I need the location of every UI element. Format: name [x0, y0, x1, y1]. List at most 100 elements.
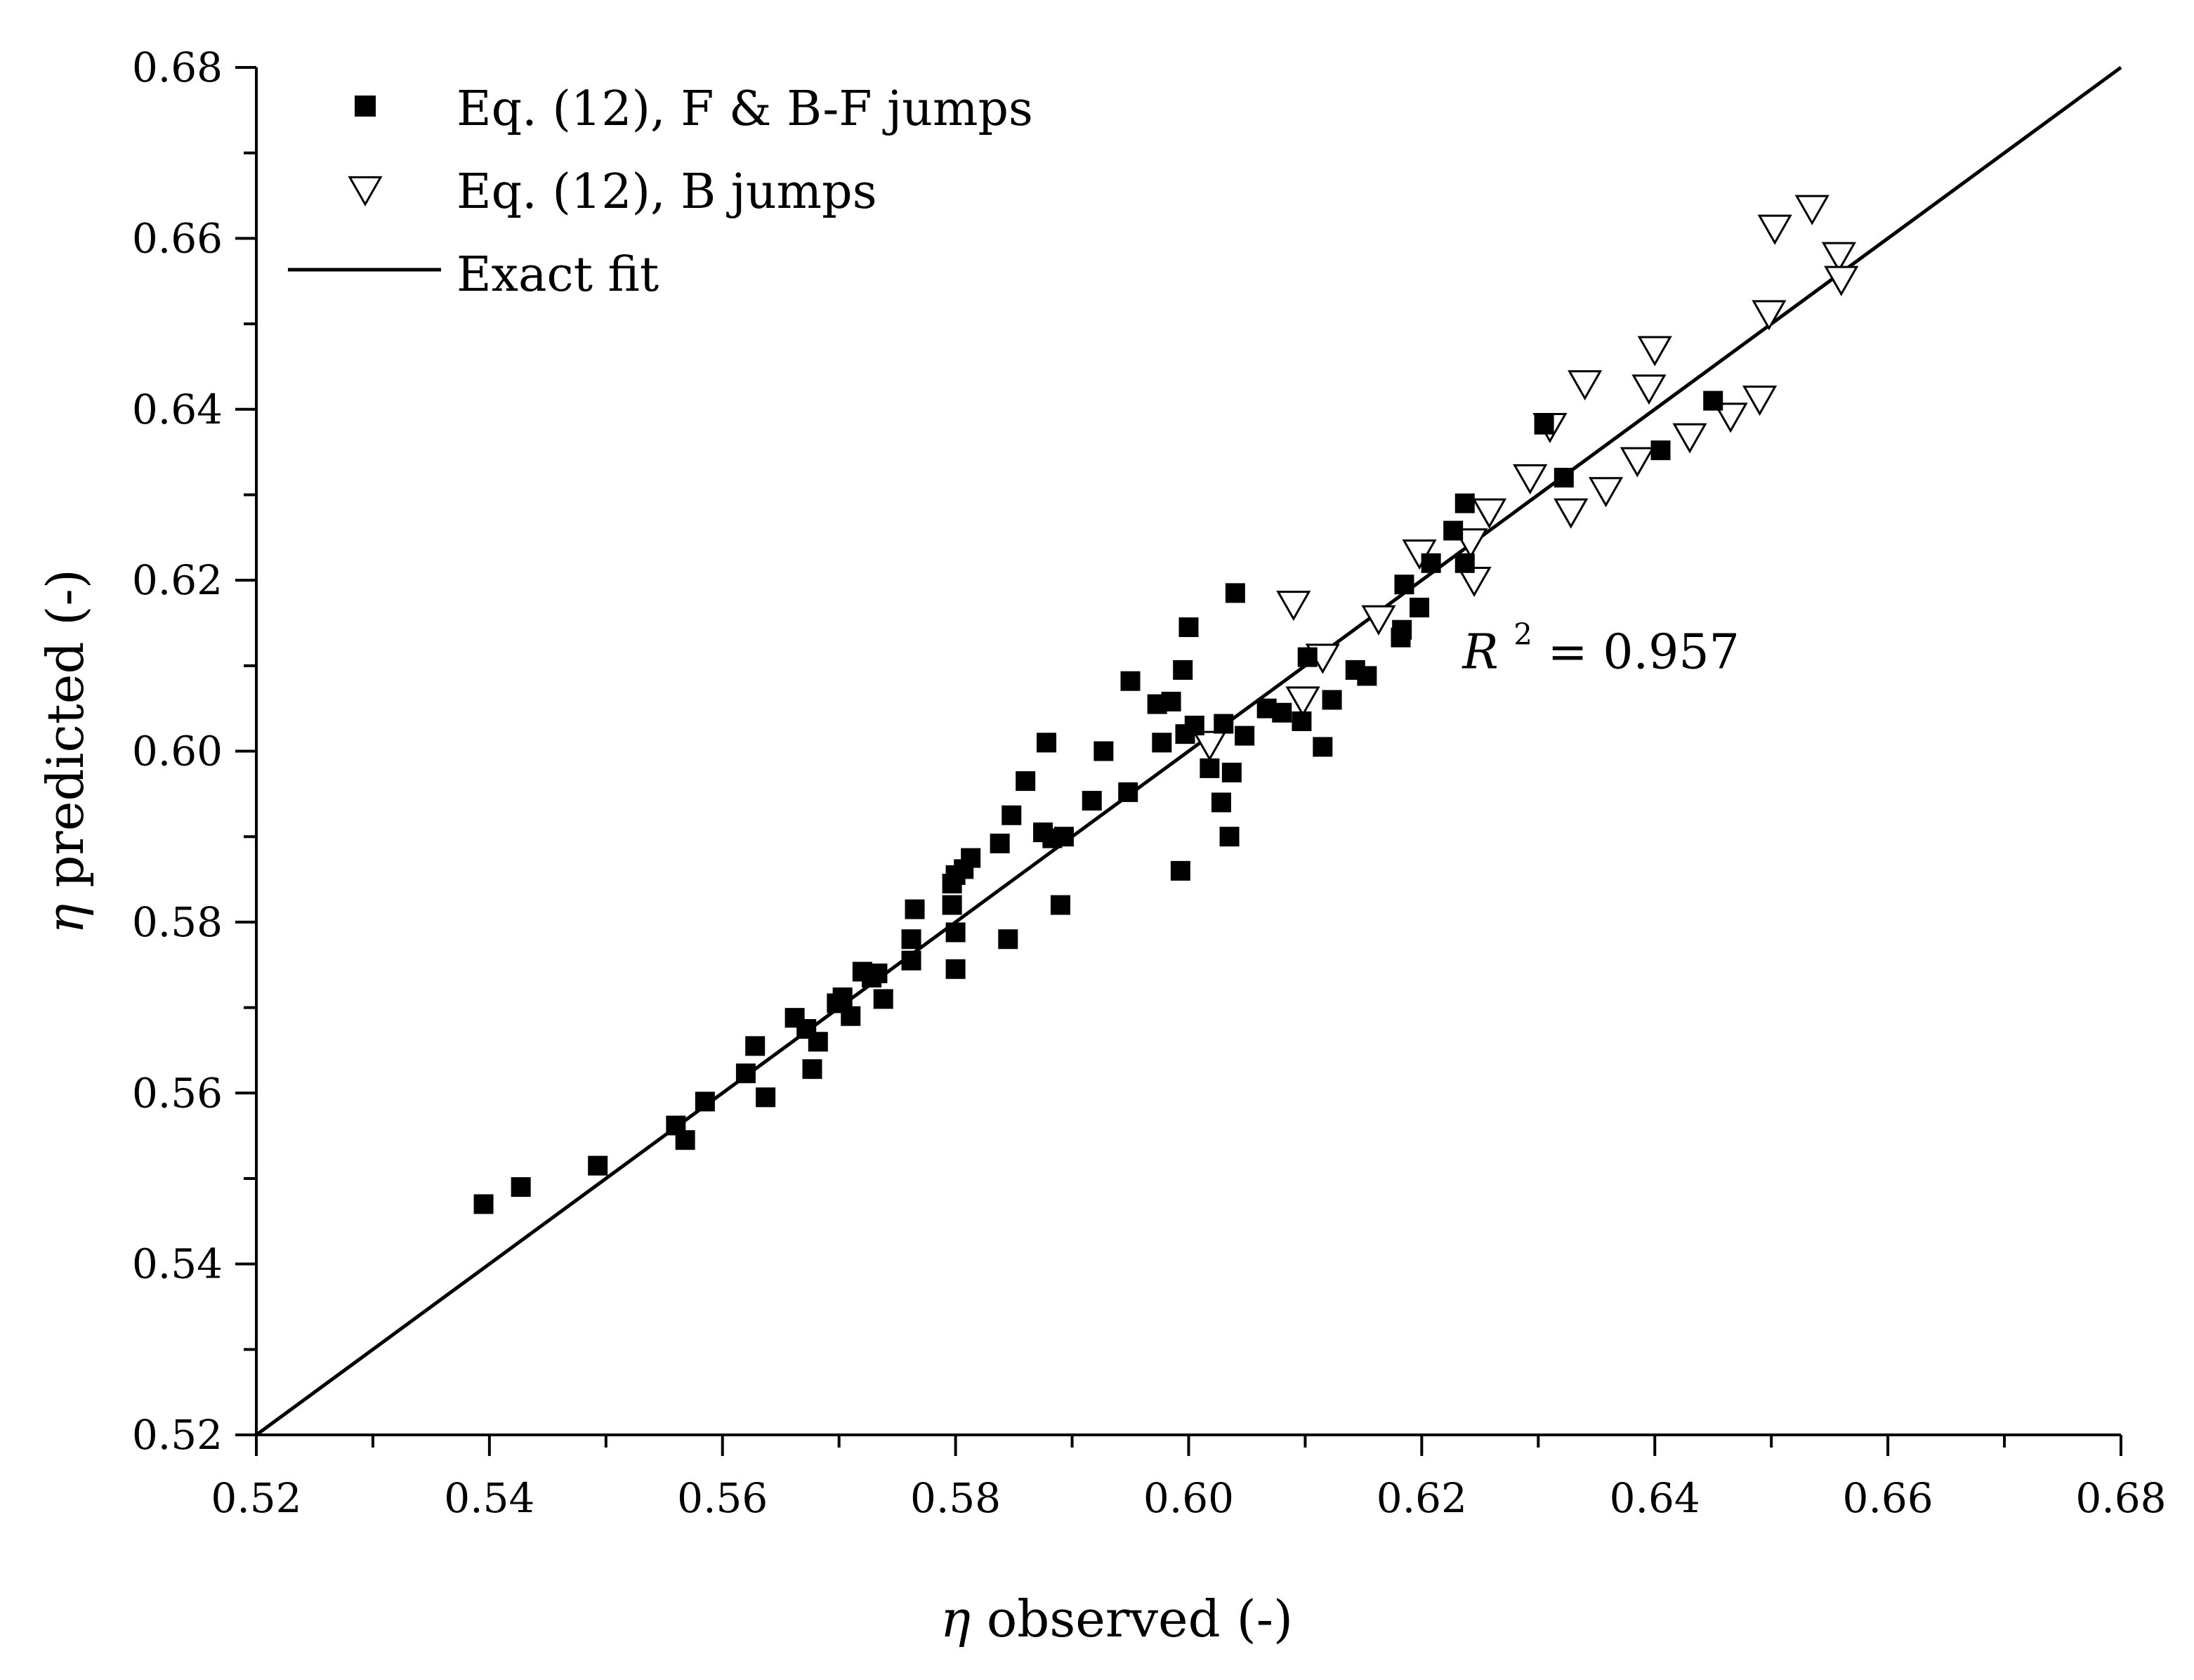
y-axis-label: predicted (-) — [36, 569, 95, 888]
fbf-jump-point — [1235, 726, 1255, 746]
fbf-jump-point — [1219, 827, 1240, 847]
x-axis-label: observed (-) — [987, 1589, 1293, 1648]
fbf-jump-point — [1394, 575, 1414, 595]
legend-label-b-jumps: Eq. (12), B jumps — [456, 164, 877, 220]
b-jump-point — [1757, 214, 1792, 245]
fbf-jump-point — [832, 987, 853, 1007]
y-axis-title: η predicted (-) — [36, 569, 95, 934]
x-tick-label: 0.64 — [1610, 1474, 1700, 1522]
r-value: = 0.957 — [1548, 624, 1740, 680]
fbf-jump-point — [1161, 691, 1181, 711]
r-superscript: 2 — [1513, 617, 1532, 651]
r-symbol: R — [1461, 624, 1498, 680]
y-tick-label: 0.54 — [132, 1240, 223, 1288]
fbf-jump-point — [945, 922, 966, 943]
fbf-jump-point — [808, 1032, 828, 1052]
fbf-jump-point — [990, 833, 1010, 853]
fbf-jump-point — [1214, 714, 1234, 734]
fbf-jump-point — [473, 1194, 494, 1214]
points-layer — [473, 195, 1859, 1214]
x-tick-label: 0.56 — [677, 1474, 768, 1522]
fbf-jump-point — [1001, 805, 1022, 825]
y-tick-label: 0.66 — [132, 214, 223, 262]
fbf-jump-point — [1292, 711, 1312, 731]
b-jump-point — [1568, 370, 1603, 401]
fbf-jump-point — [867, 963, 888, 983]
b-jump-point — [1672, 423, 1707, 454]
fbf-jump-point — [1553, 468, 1574, 488]
r-squared-annotation: R 2 = 0.957 — [1461, 601, 1739, 680]
x-tick-label: 0.52 — [211, 1474, 301, 1522]
fbf-jump-point — [1454, 493, 1475, 513]
y-axis-symbol: η — [36, 904, 95, 934]
fbf-jump-point — [675, 1130, 695, 1150]
b-jump-point — [1637, 336, 1672, 367]
legend-label-exact-fit: Exact fit — [456, 247, 659, 303]
b-jump-point — [1824, 265, 1859, 296]
y-tick-label: 0.58 — [132, 898, 223, 946]
legend: Eq. (12), F & B-F jumps Eq. (12), B jump… — [288, 81, 1033, 303]
fbf-jump-point — [961, 848, 981, 868]
axes: 0.52 0.54 0.56 0.58 0.60 0.62 0.64 0.66 0.68 0.52… — [132, 44, 2167, 1522]
x-tick-label: 0.60 — [1143, 1474, 1234, 1522]
y-tick-label: 0.62 — [132, 556, 223, 604]
fbf-jump-point — [1184, 715, 1204, 735]
fbf-jump-point — [735, 1063, 756, 1084]
b-jump-point — [1821, 242, 1857, 273]
fbf-jump-point — [1272, 702, 1292, 723]
fbf-jump-point — [841, 1006, 861, 1026]
fbf-jump-point — [1037, 733, 1057, 753]
legend-marker-filled-square — [355, 96, 376, 117]
fbf-jump-point — [945, 959, 966, 979]
fbf-jump-point — [511, 1177, 531, 1197]
fbf-jump-point — [1016, 771, 1036, 792]
fbf-jump-point — [1221, 762, 1242, 782]
b-jump-point — [1513, 464, 1548, 495]
x-tick-label: 0.68 — [2075, 1474, 2166, 1522]
fbf-jump-point — [802, 1059, 822, 1079]
fbf-jump-point — [901, 929, 921, 950]
fbf-jump-point — [1211, 792, 1231, 813]
fbf-jump-point — [1454, 553, 1475, 573]
x-axis-title: η observed (-) — [940, 1589, 1293, 1648]
fbf-jump-point — [1200, 758, 1220, 778]
fbf-jump-point — [1313, 737, 1333, 757]
fbf-jump-point — [1118, 782, 1138, 802]
fbf-jump-point — [998, 929, 1018, 950]
b-jump-point — [1285, 686, 1320, 717]
b-jump-point — [1276, 591, 1311, 622]
b-jump-point — [1742, 386, 1778, 416]
fbf-jump-point — [588, 1155, 608, 1176]
fbf-jump-point — [1225, 583, 1245, 603]
fbf-jump-point — [1392, 619, 1412, 640]
b-jump-point — [1794, 195, 1830, 225]
fbf-jump-point — [1152, 733, 1172, 753]
b-jump-point — [1361, 605, 1396, 636]
fbf-jump-point — [905, 899, 925, 919]
x-tick-label: 0.66 — [1843, 1474, 1933, 1522]
fbf-jump-point — [756, 1087, 776, 1108]
y-tick-label: 0.64 — [132, 386, 223, 433]
fbf-jump-point — [942, 895, 962, 915]
b-jump-point — [1620, 447, 1655, 478]
y-tick-label: 0.68 — [132, 44, 223, 91]
x-tick-label: 0.54 — [444, 1474, 534, 1522]
legend-label-fbf-jumps: Eq. (12), F & B-F jumps — [456, 81, 1033, 137]
fbf-jump-point — [1082, 791, 1102, 811]
fbf-jump-point — [1093, 741, 1114, 761]
y-tick-label: 0.52 — [132, 1411, 223, 1459]
b-jump-point — [1192, 730, 1227, 761]
fbf-jump-point — [1120, 671, 1141, 691]
fbf-jump-point — [1322, 690, 1342, 710]
y-tick-label: 0.56 — [132, 1069, 223, 1117]
exact-fit-line — [255, 65, 2122, 1437]
fbf-jump-point — [1534, 414, 1554, 435]
fbf-jump-point — [873, 989, 893, 1009]
fbf-jump-point — [1173, 659, 1193, 680]
fbf-jump-point — [901, 950, 921, 971]
fbf-jump-point — [1297, 647, 1318, 667]
fbf-jump-point — [1178, 617, 1199, 638]
fbf-jump-point — [1703, 391, 1723, 411]
b-jump-point — [1472, 498, 1507, 529]
